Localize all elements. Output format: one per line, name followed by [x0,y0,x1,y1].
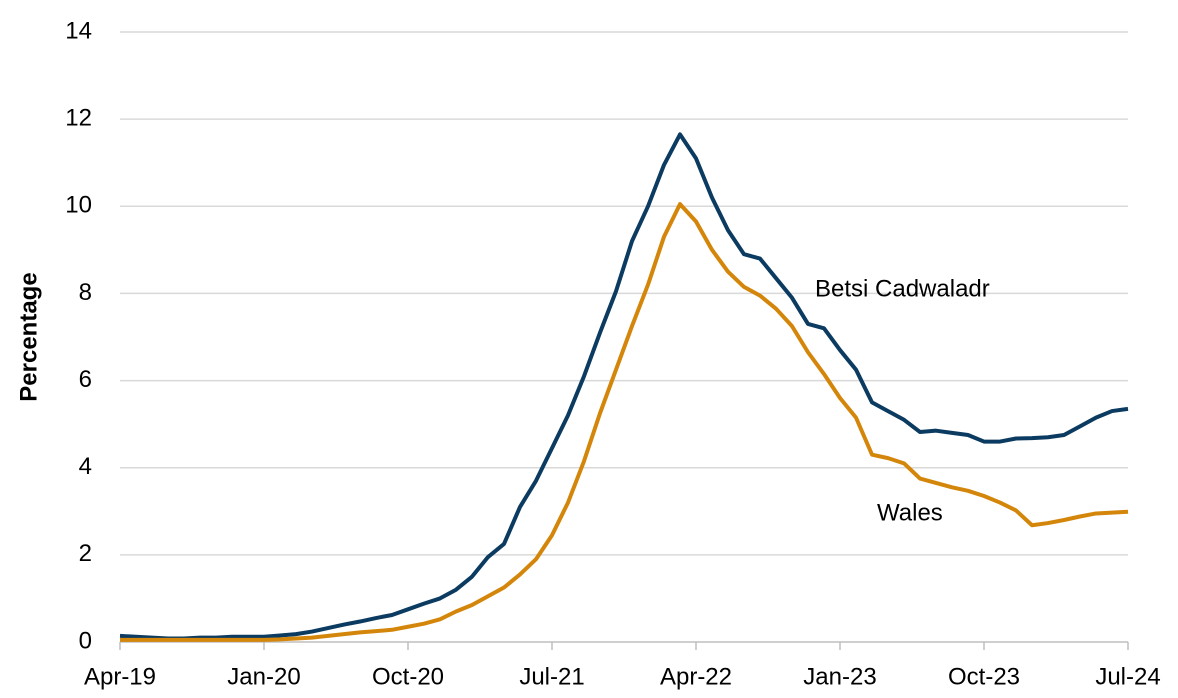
x-tick-label: Jul-21 [519,663,584,690]
y-tick-label: 10 [65,192,92,219]
line-series [119,132,1129,641]
y-tick-label: 14 [65,17,92,44]
y-tick-label: 8 [79,279,92,306]
series-label: Wales [877,499,943,526]
y-tick-label: 0 [79,627,92,654]
y-tick-label: 12 [65,104,92,131]
y-tick-label: 2 [79,540,92,567]
x-tick-label: Apr-22 [660,663,732,690]
x-tick-label: Oct-20 [372,663,444,690]
line-series [120,202,1129,642]
x-tick-label: Jan-20 [227,663,300,690]
y-tick-label: 6 [79,366,92,393]
x-tick-label: Jan-23 [803,663,876,690]
x-tick-label: Jul-24 [1095,663,1160,690]
y-axis-label: Percentage [15,272,42,401]
y-tick-label: 4 [79,453,92,480]
x-tick-label: Apr-19 [84,663,156,690]
series-label: Betsi Cadwaladr [815,275,990,302]
x-tick-label: Oct-23 [948,663,1020,690]
